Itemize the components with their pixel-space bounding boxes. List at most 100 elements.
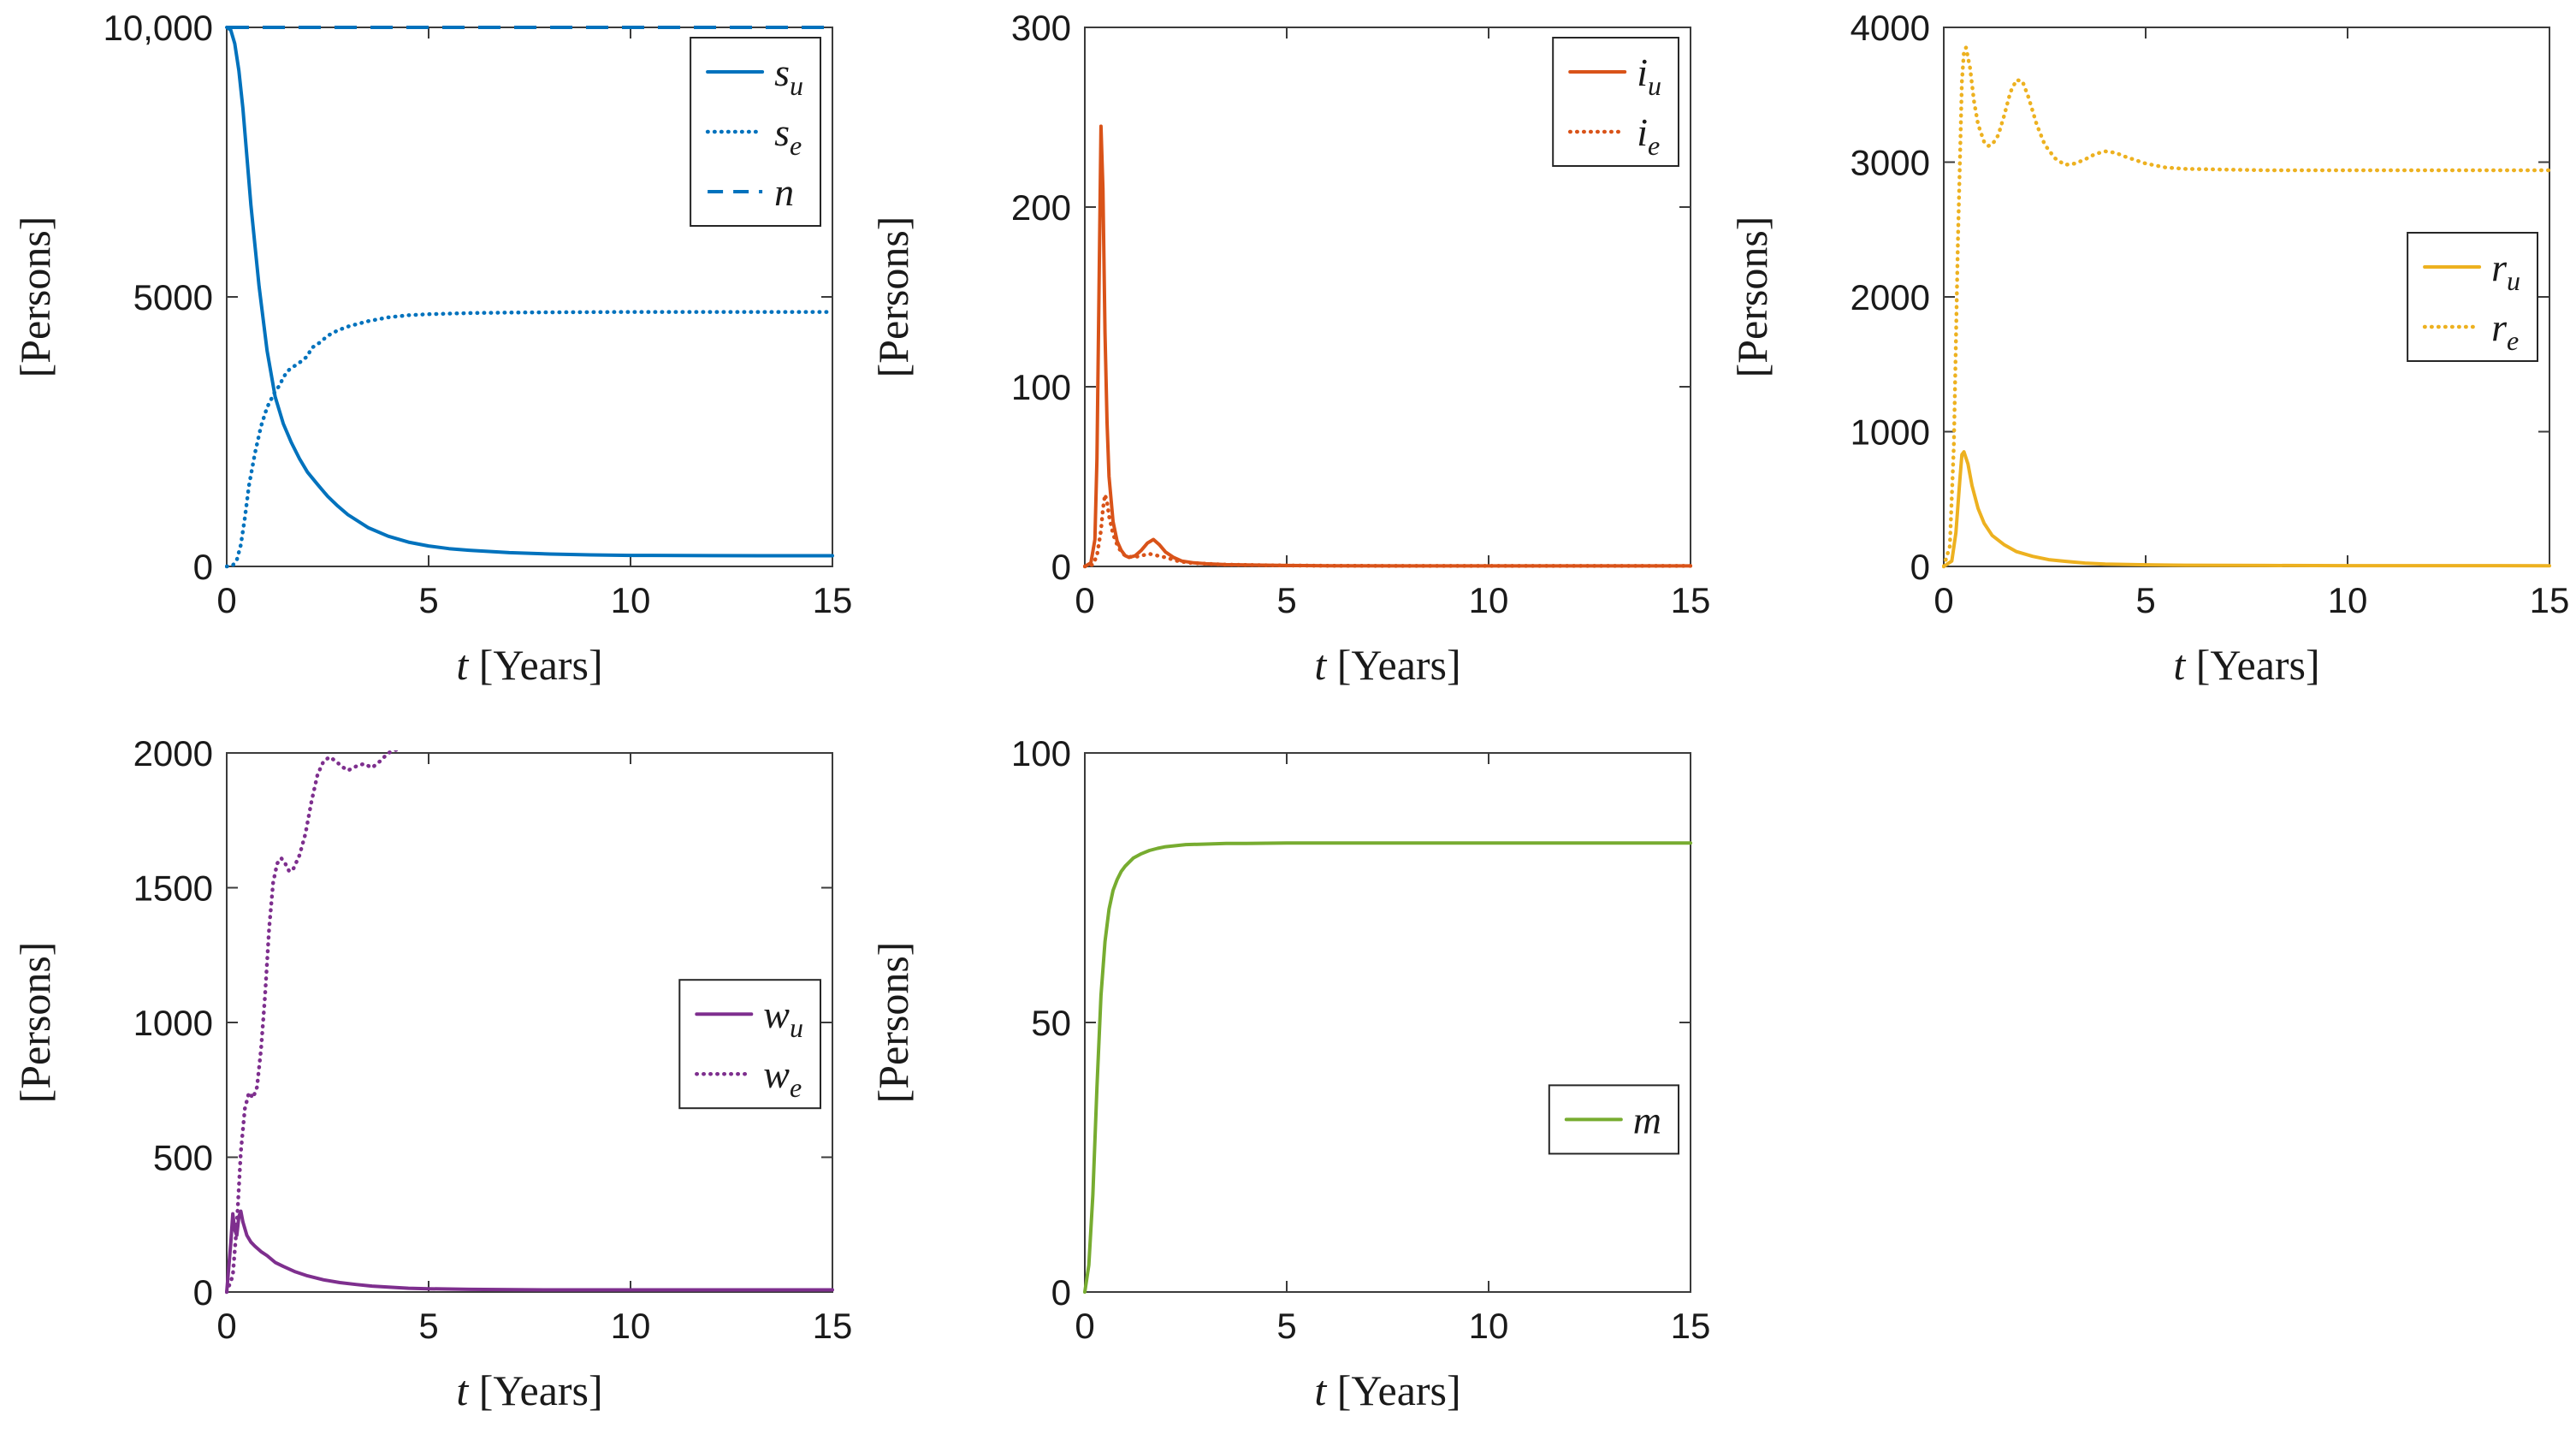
legend-label-i_e: ie xyxy=(1637,110,1660,161)
series-line-i_u xyxy=(1083,124,1692,568)
x-axis: 0 5 10 15 xyxy=(216,753,852,1346)
legend: iu ie xyxy=(1552,37,1679,167)
x-tick-label: 0 xyxy=(216,1306,236,1346)
x-tick-label: 10 xyxy=(611,580,651,620)
y-tick-label: 2000 xyxy=(133,733,213,773)
y-tick-label: 50 xyxy=(1031,1003,1071,1043)
y-tick-label: 0 xyxy=(1051,547,1071,587)
x-axis: 0 5 10 15 xyxy=(1075,753,1710,1346)
legend-box xyxy=(2407,232,2539,362)
axes-box xyxy=(1084,752,1691,1293)
y-axis-label: [Persons] xyxy=(869,942,917,1104)
chart-cell-mortality: 0 5 10 15 0 50 100 t [Years] [Persons] m xyxy=(858,726,1717,1452)
legend-label-n: n xyxy=(774,170,794,214)
y-axis-label: [Persons] xyxy=(11,942,59,1104)
y-tick-label: 500 xyxy=(153,1138,213,1178)
series-line-s_u xyxy=(225,26,834,558)
series-line-w_e xyxy=(225,750,402,1295)
y-tick-label: 1000 xyxy=(1851,412,1930,453)
x-axis: 0 5 10 15 xyxy=(1075,27,1710,620)
infected-chart-canvas: 0 5 10 15 0 100 200 300 t [Years] [Persons] iu ie xyxy=(869,8,1710,689)
x-tick-label: 15 xyxy=(813,580,853,620)
y-axis-label: [Persons] xyxy=(869,216,917,378)
x-tick-label: 0 xyxy=(1933,580,1953,620)
x-axis-label: t [Years] xyxy=(1314,1366,1460,1414)
y-tick-label: 200 xyxy=(1011,187,1071,228)
x-tick-label: 15 xyxy=(2530,580,2570,620)
legend-label-r_e: re xyxy=(2491,305,2519,356)
legend-box xyxy=(1552,37,1679,167)
x-tick-label: 0 xyxy=(216,580,236,620)
wary-chart-canvas: 0 5 10 15 0 500 1000 1500 2000 t [Years] [Persons]… xyxy=(11,733,852,1414)
legend-label-s_e: se xyxy=(774,110,802,161)
x-tick-label: 5 xyxy=(1276,1306,1296,1346)
x-axis: 0 5 10 15 xyxy=(1933,27,2569,620)
x-tick-label: 10 xyxy=(611,1306,651,1346)
legend: wu we xyxy=(678,979,821,1110)
x-tick-label: 0 xyxy=(1075,580,1094,620)
legend-label-w_u: wu xyxy=(763,993,803,1043)
legend-label-s_u: su xyxy=(774,50,803,101)
chart-cell-wary: 0 5 10 15 0 500 1000 1500 2000 t [Years] [Persons]… xyxy=(0,726,858,1452)
y-axis: 0 500 1000 1500 2000 xyxy=(133,733,832,1313)
y-tick-label: 0 xyxy=(193,1272,213,1313)
y-tick-label: 1000 xyxy=(133,1003,213,1043)
x-tick-label: 15 xyxy=(1671,580,1711,620)
y-axis: 0 50 100 xyxy=(1011,733,1691,1313)
legend-box xyxy=(678,979,821,1110)
series-line-r_e xyxy=(1942,45,2551,569)
y-tick-label: 100 xyxy=(1011,733,1071,773)
x-tick-label: 5 xyxy=(2135,580,2155,620)
y-tick-label: 3000 xyxy=(1851,143,1930,183)
chart-cell-recovered: 0 5 10 15 0 1000 2000 3000 4000 t [Years] [Persons… xyxy=(1717,0,2576,726)
x-axis: 0 5 10 15 xyxy=(216,27,852,620)
y-tick-label: 100 xyxy=(1011,367,1071,407)
y-tick-label: 300 xyxy=(1011,8,1071,48)
y-tick-label: 0 xyxy=(1910,547,1930,587)
x-tick-label: 5 xyxy=(418,1306,438,1346)
x-tick-label: 10 xyxy=(1469,580,1509,620)
chart-cell-infected: 0 5 10 15 0 100 200 300 t [Years] [Persons] iu ie xyxy=(858,0,1717,726)
series-line-r_u xyxy=(1942,450,2551,568)
y-tick-label: 1500 xyxy=(133,868,213,909)
x-axis-label: t [Years] xyxy=(456,1366,602,1414)
series-line-w_u xyxy=(225,1209,834,1294)
legend-label-m: m xyxy=(1633,1098,1661,1141)
y-axis-label: [Persons] xyxy=(1728,216,1776,378)
y-tick-label: 2000 xyxy=(1851,277,1930,317)
x-axis-label: t [Years] xyxy=(1314,641,1460,689)
x-tick-label: 5 xyxy=(418,580,438,620)
y-tick-label: 0 xyxy=(193,547,213,587)
y-tick-label: 5000 xyxy=(133,277,213,317)
y-tick-label: 4000 xyxy=(1851,8,1930,48)
legend-label-w_e: we xyxy=(763,1052,802,1103)
x-axis-label: t [Years] xyxy=(2173,641,2319,689)
chart-cell-susceptible: 0 5 10 15 0 5000 10,000 t [Years] [Persons] su se n xyxy=(0,0,858,726)
x-tick-label: 5 xyxy=(1276,580,1296,620)
x-tick-label: 15 xyxy=(1671,1306,1711,1346)
x-tick-label: 10 xyxy=(2328,580,2368,620)
x-tick-label: 15 xyxy=(813,1306,853,1346)
chart-cell-empty xyxy=(1717,726,2576,1452)
y-axis: 0 5000 10,000 xyxy=(104,8,832,587)
legend: m xyxy=(1548,1084,1680,1155)
x-tick-label: 0 xyxy=(1075,1306,1094,1346)
x-axis-label: t [Years] xyxy=(456,641,602,689)
series-line-m xyxy=(1083,841,1692,1294)
x-tick-label: 10 xyxy=(1469,1306,1509,1346)
legend: ru re xyxy=(2407,232,2539,362)
y-axis: 0 1000 2000 3000 4000 xyxy=(1851,8,2549,587)
y-tick-label: 0 xyxy=(1051,1272,1071,1313)
y-axis: 0 100 200 300 xyxy=(1011,8,1691,587)
y-axis-label: [Persons] xyxy=(11,216,59,378)
legend-label-r_u: ru xyxy=(2491,246,2520,296)
series-line-i_e xyxy=(1083,492,1692,569)
y-tick-label: 10,000 xyxy=(104,8,213,48)
susceptible-chart-canvas: 0 5 10 15 0 5000 10,000 t [Years] [Persons] su se n xyxy=(11,8,852,689)
legend: su se n xyxy=(690,37,822,227)
recovered-chart-canvas: 0 5 10 15 0 1000 2000 3000 4000 t [Years] [Persons… xyxy=(1728,8,2569,689)
mortality-chart-canvas: 0 5 10 15 0 50 100 t [Years] [Persons] m xyxy=(869,733,1710,1414)
legend-label-i_u: iu xyxy=(1637,50,1661,101)
series-line-s_e xyxy=(225,310,834,569)
